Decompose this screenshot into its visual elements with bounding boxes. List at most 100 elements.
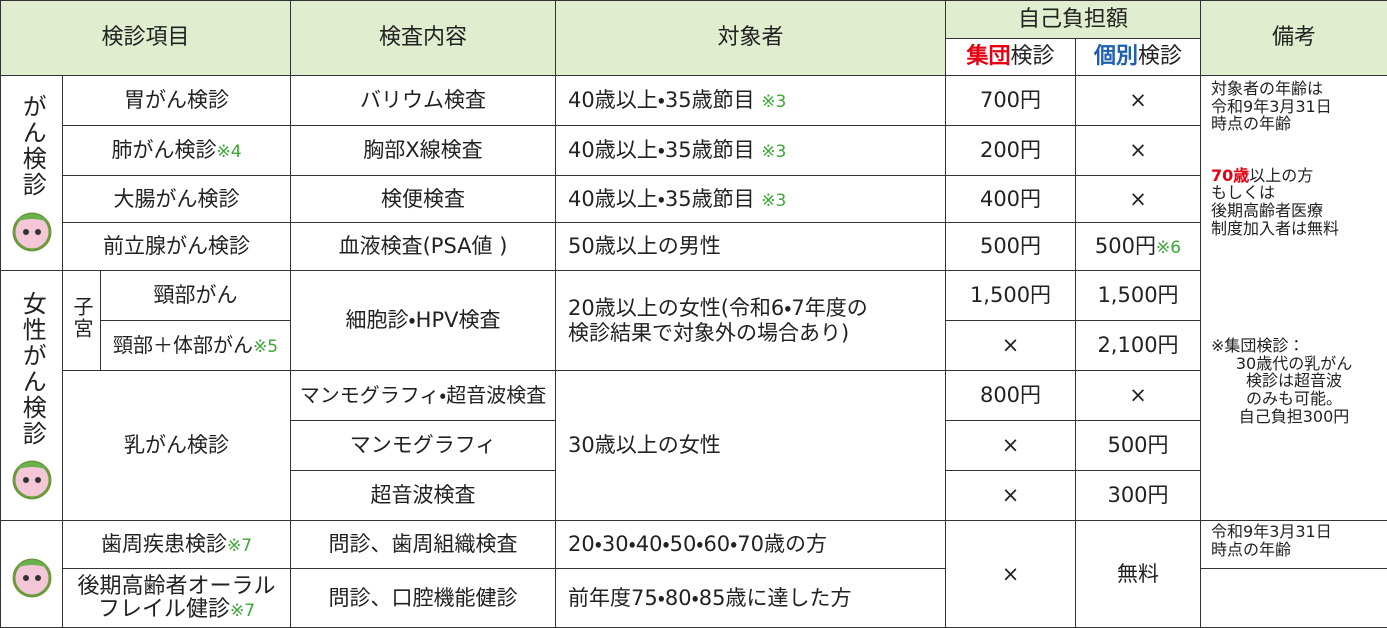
cost-cell: 700円 <box>946 76 1076 126</box>
target: 前年度75・80・85歳に達した方 <box>568 586 851 610</box>
cost-cell: × <box>1076 176 1201 223</box>
item-line: 後期高齢者オーラル <box>63 575 290 598</box>
cost-cell: 400円 <box>946 176 1076 223</box>
mascot <box>10 456 54 500</box>
header-cost: 自己負担額 <box>1018 7 1128 32</box>
content-cell: バリウム検査 <box>291 76 556 126</box>
content: 問診、口腔機能健診 <box>329 586 518 610</box>
target-cell: 30歳以上の女性 <box>556 371 946 521</box>
note-line: 制度加入者は無料 <box>1211 220 1377 238</box>
content-cell: マンモグラフィ・超音波検査 <box>291 371 556 421</box>
note-text: 以上の方 <box>1249 166 1313 185</box>
cost-cell: 1,500円 <box>946 271 1076 321</box>
item-cell: 大腸がん検診 <box>63 176 291 223</box>
header-cell: 検診項目 <box>1 1 291 76</box>
content: マンモグラフィ <box>350 433 497 457</box>
individual-cost: × <box>1129 383 1147 407</box>
group-cell <box>1 521 63 628</box>
individual-cost: 2,100円 <box>1097 333 1178 357</box>
row: 大腸がん検診 検便検査 40歳以上・35歳節目 ※3 400円 × <box>1 176 1387 223</box>
note-line: 自己負担300円 <box>1211 408 1377 426</box>
cost-cell: 1,500円 <box>1076 271 1201 321</box>
target-note: ※3 <box>761 191 786 211</box>
group-cost: 1,500円 <box>970 283 1051 307</box>
content: 細胞診・HPV検査 <box>346 308 501 332</box>
item-cell: 歯周疾患検診※7 <box>63 521 291 569</box>
uterus-cell: 子宮 <box>63 271 101 371</box>
individual-cost: 500円 <box>1095 234 1156 258</box>
cost-cell: × <box>946 521 1076 628</box>
uterus-label: 子宮 <box>70 296 93 340</box>
group-cost: 700円 <box>980 88 1041 112</box>
item: 肺がん検診 <box>111 138 216 162</box>
header-row: 検診項目 検査内容 対象者 自己負担額 備考 <box>1 1 1387 39</box>
target-cell: 20・30・40・50・60・70歳の方 <box>556 521 946 569</box>
page: 検診項目 検査内容 対象者 自己負担額 備考 集団検診 個別検診 がん検診 胃が… <box>0 0 1387 627</box>
row: 歯周疾患検診※7 問診、歯周組織検査 20・30・40・50・60・70歳の方 … <box>1 521 1387 569</box>
group-cost: 400円 <box>980 187 1041 211</box>
item: 胃がん検診 <box>124 88 229 112</box>
item-cell: 乳がん検診 <box>63 371 291 521</box>
row: 乳がん検診 マンモグラフィ・超音波検査 30歳以上の女性 800円 × <box>1 371 1387 421</box>
content: 血液検査(PSA値 ) <box>339 234 508 258</box>
item-cell: 後期高齢者オーラルフレイル健診※7 <box>63 569 291 628</box>
cost-cell: 無料 <box>1076 521 1201 628</box>
target-line: 20歳以上の女性(令和6・7年度の <box>568 296 945 320</box>
notes-cell: 令和9年3月31日時点の年齢 <box>1201 521 1387 569</box>
item-note: ※4 <box>216 142 241 162</box>
group-cost: × <box>1002 433 1020 457</box>
item-cell: 肺がん検診※4 <box>63 126 291 176</box>
item: 大腸がん検診 <box>114 187 240 211</box>
content-cell: 血液検査(PSA値 ) <box>291 223 556 271</box>
cost-cell: 500円 <box>946 223 1076 271</box>
group-cost: × <box>1002 333 1020 357</box>
cost-cell: × <box>946 321 1076 371</box>
target-note: ※3 <box>761 142 786 162</box>
note-line: 30歳代の乳がん <box>1211 355 1377 373</box>
row: 女性がん検診 子宮 頸部がん 細胞診・HPV検査 20歳以上の女性(令和6・7年… <box>1 271 1387 321</box>
row: がん検診 胃がん検診 バリウム検査 40歳以上・35歳節目 ※3 700円 × … <box>1 76 1387 126</box>
header-cell: 検査内容 <box>291 1 556 76</box>
item: 頸部がん <box>154 283 238 307</box>
group-cost: × <box>1002 562 1020 586</box>
individual-note: ※6 <box>1156 238 1181 258</box>
item: 頸部＋体部がん <box>113 333 253 357</box>
note-line: 対象者の年齢は <box>1211 80 1377 98</box>
content: 問診、歯周組織検査 <box>329 532 518 556</box>
row: 前立腺がん検診 血液検査(PSA値 ) 50歳以上の男性 500円 500円※6 <box>1 223 1387 271</box>
notes-cell: 対象者の年齢は 令和9年3月31日 時点の年齢 70歳以上の方 もしくは 後期高… <box>1201 76 1387 521</box>
target: 40歳以上・35歳節目 <box>568 88 755 112</box>
cost-cell: 2,100円 <box>1076 321 1201 371</box>
header-item: 検診項目 <box>101 25 189 50</box>
content-cell: 問診、歯周組織検査 <box>291 521 556 569</box>
content-cell: 細胞診・HPV検査 <box>291 271 556 371</box>
header-target: 対象者 <box>717 25 783 50</box>
note-emph: 70歳 <box>1211 166 1249 185</box>
target: 40歳以上・35歳節目 <box>568 138 755 162</box>
target: 30歳以上の女性 <box>568 433 721 457</box>
target-cell: 40歳以上・35歳節目 ※3 <box>556 176 946 223</box>
item: 乳がん検診 <box>124 433 229 457</box>
target-cell: 前年度75・80・85歳に達した方 <box>556 569 946 628</box>
cost-cell: × <box>946 421 1076 471</box>
item-cell: 頸部＋体部がん※5 <box>101 321 291 371</box>
header-cell: 自己負担額 <box>946 1 1201 39</box>
note-line: 時点の年齢 <box>1211 541 1377 559</box>
content: マンモグラフィ・超音波検査 <box>300 383 546 407</box>
individual-cost: 1,500円 <box>1097 283 1178 307</box>
target: 20・30・40・50・60・70歳の方 <box>568 532 827 556</box>
cost-cell: × <box>1076 126 1201 176</box>
note-line: 時点の年齢 <box>1211 115 1377 133</box>
cost-cell: 300円 <box>1076 471 1201 521</box>
header-individual-emph: 個別 <box>1094 44 1138 69</box>
note-line: 後期高齢者医療 <box>1211 202 1377 220</box>
individual-cost: 300円 <box>1107 483 1168 507</box>
header-group-emph: 集団 <box>966 44 1010 69</box>
target-cell: 40歳以上・35歳節目 ※3 <box>556 126 946 176</box>
item: 歯周疾患検診 <box>101 532 227 556</box>
mascot <box>10 554 54 598</box>
checkup-table: 検診項目 検査内容 対象者 自己負担額 備考 集団検診 個別検診 がん検診 胃が… <box>0 0 1387 628</box>
group-cell: 女性がん検診 <box>1 271 63 521</box>
content: 胸部X線検査 <box>363 138 482 162</box>
header-notes: 備考 <box>1272 25 1316 50</box>
